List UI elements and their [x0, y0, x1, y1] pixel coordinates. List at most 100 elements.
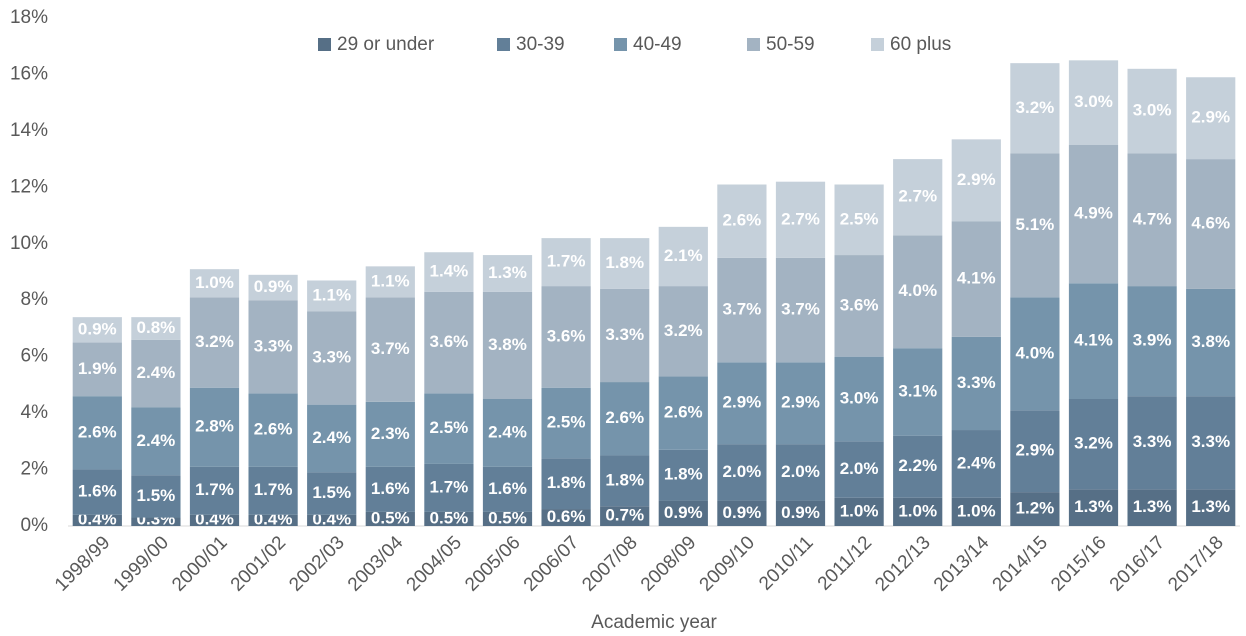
bar-segment — [365, 466, 415, 512]
value-label: 3.6% — [430, 332, 469, 351]
value-label: 3.0% — [840, 388, 879, 407]
value-label: 2.9% — [1191, 108, 1230, 127]
value-label: 3.3% — [605, 325, 644, 344]
value-label: 2.6% — [78, 422, 117, 441]
value-label: 4.1% — [1074, 331, 1113, 350]
legend-swatch — [871, 38, 884, 51]
bar-segment — [600, 288, 650, 383]
x-tick-label: 1999/00 — [110, 532, 173, 595]
value-label: 3.3% — [957, 373, 996, 392]
legend-swatch — [747, 38, 760, 51]
x-tick-label: 2012/13 — [871, 532, 934, 595]
bar-segment — [1010, 153, 1060, 298]
value-label: 2.4% — [488, 422, 527, 441]
value-label: 1.6% — [371, 479, 410, 498]
value-label: 3.9% — [1133, 331, 1172, 350]
value-label: 1.8% — [605, 470, 644, 489]
legend-label: 50-59 — [766, 34, 815, 55]
value-label: 4.7% — [1133, 209, 1172, 228]
bar-segment — [1127, 153, 1177, 287]
bar-segment — [248, 393, 298, 467]
bar-segment — [834, 356, 884, 442]
x-tick-label: 2002/03 — [285, 532, 348, 595]
bar-segment — [1186, 489, 1236, 526]
legend-label: 60 plus — [890, 34, 951, 55]
value-label: 1.9% — [78, 359, 117, 378]
value-label: 1.1% — [312, 285, 351, 304]
value-label: 1.6% — [488, 479, 527, 498]
value-label: 1.0% — [898, 501, 937, 520]
value-label: 4.1% — [957, 269, 996, 288]
value-label: 1.2% — [1016, 499, 1055, 518]
x-tick-label: 2017/18 — [1164, 532, 1227, 595]
bar-segment — [1010, 492, 1060, 526]
value-label: 3.7% — [781, 300, 820, 319]
value-label: 1.8% — [547, 473, 586, 492]
bar-segment — [658, 286, 708, 377]
value-label: 2.4% — [137, 431, 176, 450]
value-label: 3.0% — [1133, 101, 1172, 120]
value-label: 3.2% — [1016, 98, 1055, 117]
x-tick-label: 2009/10 — [696, 532, 759, 595]
value-label: 3.2% — [1074, 434, 1113, 453]
bar-segment — [72, 317, 122, 343]
bar-segment — [482, 291, 533, 399]
bar-segment — [365, 511, 415, 526]
x-tick-label: 2006/07 — [520, 532, 583, 595]
bar-segment — [717, 184, 767, 258]
value-label: 5.1% — [1016, 215, 1055, 234]
bar-segment — [541, 509, 591, 526]
x-tick-label: 2015/16 — [1047, 532, 1110, 595]
y-tick-label: 10% — [10, 233, 48, 254]
value-label: 2.0% — [840, 459, 879, 478]
bar-segment — [424, 511, 474, 526]
value-label: 1.1% — [371, 271, 410, 290]
value-label: 3.6% — [547, 326, 586, 345]
value-label: 2.4% — [957, 453, 996, 472]
bar-segment — [775, 500, 826, 526]
value-label: 3.8% — [488, 335, 527, 354]
value-label: 1.4% — [430, 261, 469, 280]
bar-segment — [600, 455, 650, 507]
value-label: 3.2% — [195, 332, 234, 351]
y-tick-label: 4% — [21, 402, 49, 423]
bar-segment — [600, 382, 650, 456]
bar-segment — [600, 506, 650, 526]
value-label: 1.7% — [430, 477, 469, 496]
bar-segment — [307, 311, 357, 405]
bar-segment — [717, 362, 767, 445]
value-label: 1.3% — [1133, 497, 1172, 516]
value-label: 1.8% — [605, 253, 644, 272]
value-label: 1.3% — [1191, 497, 1230, 516]
bar-segment — [834, 441, 884, 498]
value-label: 4.0% — [898, 281, 937, 300]
value-label: 3.2% — [664, 321, 703, 340]
value-label: 0.5% — [430, 508, 469, 527]
x-tick-label: 2005/06 — [461, 532, 524, 595]
value-label: 3.0% — [1074, 92, 1113, 111]
value-label: 3.1% — [898, 381, 937, 400]
value-label: 2.9% — [1016, 441, 1055, 460]
bar-segment — [72, 469, 122, 515]
y-tick-label: 6% — [21, 346, 49, 367]
bar-segment — [424, 291, 474, 394]
bar-segment — [1010, 410, 1060, 493]
value-label: 2.0% — [781, 462, 820, 481]
bar-segment — [951, 336, 1001, 431]
value-label: 2.5% — [840, 209, 879, 228]
y-tick-label: 16% — [10, 63, 48, 84]
bar-segment — [1127, 286, 1177, 397]
bar-segment — [365, 401, 415, 467]
value-label: 0.9% — [781, 503, 820, 522]
bar-segment — [1186, 396, 1236, 490]
value-label: 2.9% — [957, 170, 996, 189]
value-label: 1.7% — [254, 480, 293, 499]
bar-segment — [189, 387, 240, 467]
value-label: 1.0% — [840, 501, 879, 520]
bar-segment — [951, 221, 1001, 337]
bar-segment — [893, 159, 943, 236]
bar-segment — [1186, 159, 1236, 289]
bar-segment — [72, 514, 122, 526]
y-tick-label: 0% — [21, 515, 49, 536]
